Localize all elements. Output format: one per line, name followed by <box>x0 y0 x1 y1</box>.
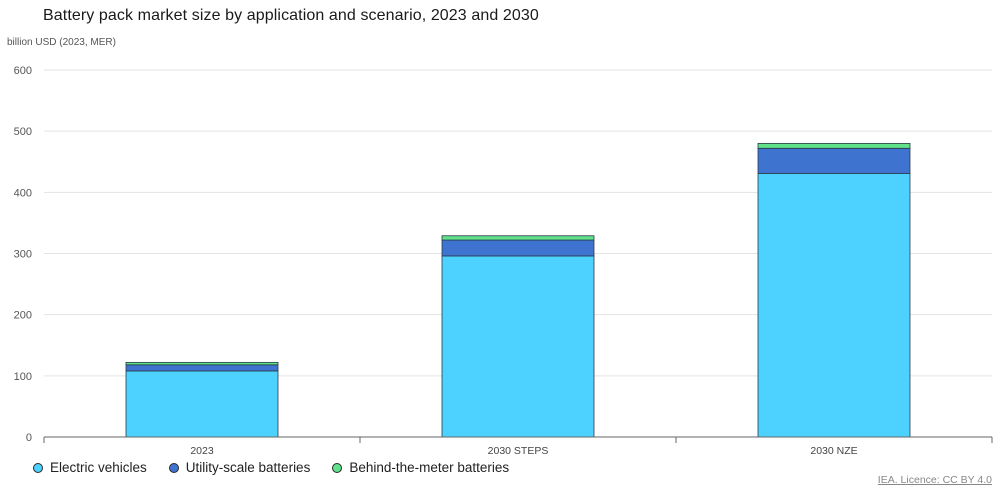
y-tick-label: 600 <box>14 65 32 77</box>
y-tick-label: 400 <box>14 187 32 199</box>
bar-segment <box>757 142 911 149</box>
bar-segment <box>757 172 911 438</box>
y-axis-unit-label: billion USD (2023, MER) <box>7 37 116 48</box>
bar-segment <box>125 361 279 366</box>
x-tick-label: 2030 STEPS <box>488 445 549 455</box>
x-tick-label: 2023 <box>190 445 214 455</box>
legend-item-electric-vehicles[interactable]: Electric vehicles <box>33 460 147 475</box>
legend-item-behind-the-meter-batteries[interactable]: Behind-the-meter batteries <box>332 460 509 475</box>
y-tick-label: 300 <box>14 249 32 261</box>
x-tick-label: 2030 NZE <box>810 445 857 455</box>
bar-segment <box>757 147 911 174</box>
legend-label: Electric vehicles <box>50 460 147 475</box>
y-axis-ticks: 0 100 200 300 400 500 600 <box>14 65 32 444</box>
legend-swatch-utility-scale-batteries <box>168 462 179 473</box>
legend-label: Behind-the-meter batteries <box>349 460 510 475</box>
y-tick-label: 200 <box>14 310 32 322</box>
legend-label: Utility-scale batteries <box>185 460 311 475</box>
y-tick-label: 500 <box>14 126 32 138</box>
legend-swatch-behind-the-meter-batteries <box>332 462 343 473</box>
bar-segment <box>125 370 279 438</box>
licence-link[interactable]: IEA. Licence: CC BY 4.0 <box>877 474 992 486</box>
bars <box>125 142 911 438</box>
legend: Electric vehicles Utility-scale batterie… <box>33 460 509 475</box>
bar-segment <box>125 364 279 372</box>
y-tick-label: 100 <box>14 371 32 383</box>
chart-title: Battery pack market size by application … <box>43 7 539 24</box>
y-tick-label: 0 <box>26 432 32 444</box>
legend-swatch-electric-vehicles <box>33 462 43 473</box>
bar-segment <box>441 235 595 241</box>
x-axis: 2023 2030 STEPS 2030 NZE <box>43 436 993 455</box>
stacked-bar-chart: 0 100 200 300 400 500 600 2023 2030 STEPS 2030 N… <box>14 65 993 455</box>
legend-item-utility-scale-batteries[interactable]: Utility-scale batteries <box>168 460 311 475</box>
bar-segment <box>441 239 595 257</box>
bar-segment <box>441 255 595 438</box>
